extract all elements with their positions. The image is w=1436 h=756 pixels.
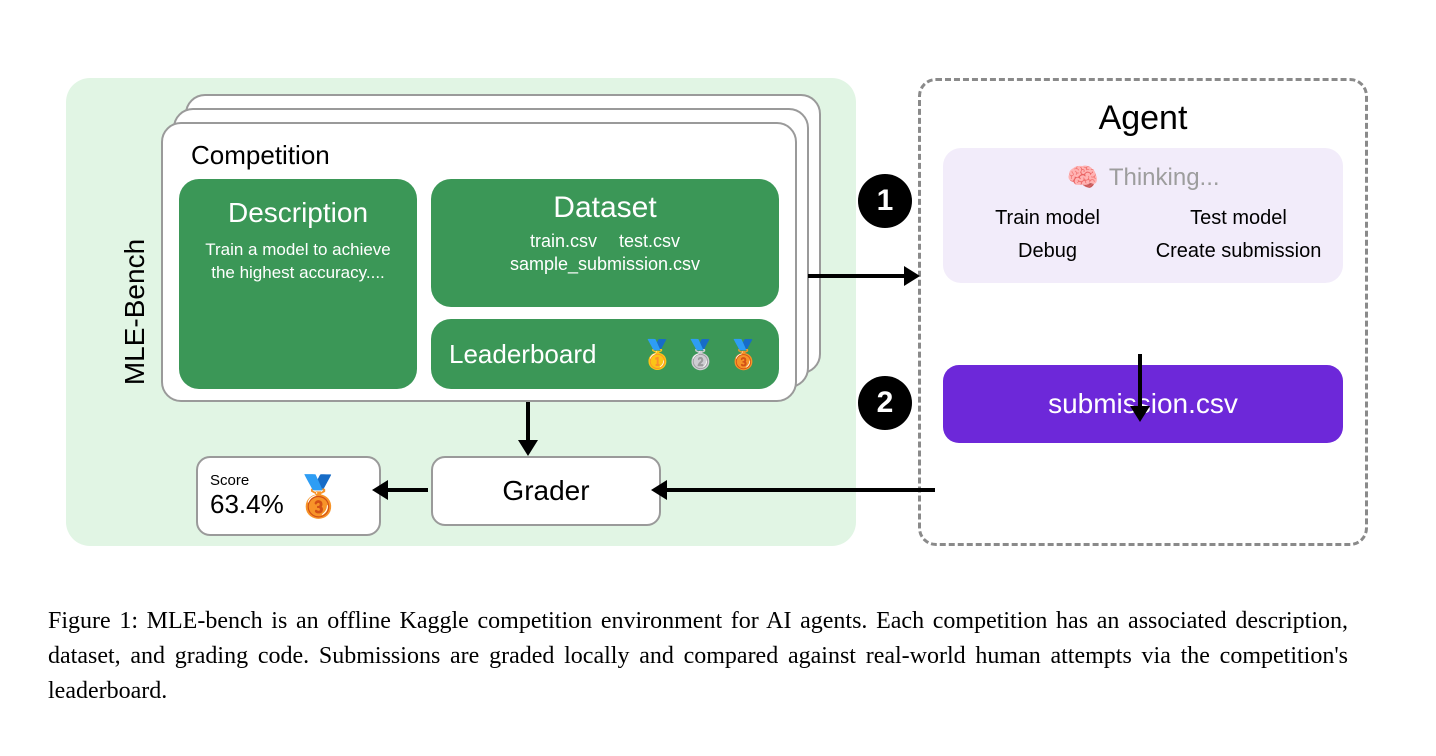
arrow-grader-to-score: [386, 488, 428, 492]
description-heading: Description: [228, 197, 368, 229]
step-2-badge: 2: [858, 376, 912, 430]
figure-caption: Figure 1: MLE-bench is an offline Kaggle…: [48, 604, 1348, 708]
description-tile: Description Train a model to achieve the…: [179, 179, 417, 389]
brain-icon: 🧠: [1066, 162, 1098, 193]
competition-right-column: Dataset train.csv test.csv sample_submis…: [431, 179, 779, 389]
diagram-container: MLE-Bench Competition Description Train …: [48, 48, 1388, 578]
step-2-number: 2: [877, 386, 894, 420]
bronze-medal-icon: 🥉: [726, 338, 761, 371]
dataset-file3: sample_submission.csv: [510, 254, 700, 275]
dataset-file2: test.csv: [619, 231, 680, 252]
arrow-competition-to-agent: [808, 274, 906, 278]
leaderboard-tile: Leaderboard 🥇 🥈 🥉: [431, 319, 779, 389]
grader-box: Grader: [431, 456, 661, 526]
gold-medal-icon: 🥇: [640, 338, 675, 371]
dataset-tile: Dataset train.csv test.csv sample_submis…: [431, 179, 779, 307]
arrow-submission-to-grader: [665, 488, 935, 492]
dataset-file1: train.csv: [530, 231, 597, 252]
competition-card-front: Competition Description Train a model to…: [161, 122, 797, 402]
submission-box: submission.csv: [943, 365, 1343, 443]
leaderboard-heading: Leaderboard: [449, 339, 596, 370]
mle-bench-panel: MLE-Bench Competition Description Train …: [66, 78, 856, 546]
thinking-card: 🧠 Thinking... Train model Test model Deb…: [943, 148, 1343, 283]
score-label: Score: [210, 472, 284, 489]
agent-task3: Debug: [961, 240, 1134, 263]
step-1-badge: 1: [858, 174, 912, 228]
agent-task2: Test model: [1152, 207, 1325, 230]
competition-row: Description Train a model to achieve the…: [179, 179, 779, 389]
description-body: Train a model to achieve the highest acc…: [195, 239, 401, 285]
mle-bench-label: MLE-Bench: [119, 239, 151, 385]
grader-label: Grader: [502, 475, 589, 507]
step-1-number: 1: [877, 184, 894, 218]
agent-task4: Create submission: [1152, 240, 1325, 263]
agent-tasks: Train model Test model Debug Create subm…: [961, 207, 1325, 263]
arrow-competition-to-grader: [526, 402, 530, 442]
competition-stack: Competition Description Train a model to…: [161, 94, 821, 402]
score-value: 63.4%: [210, 489, 284, 520]
agent-title: Agent: [943, 99, 1343, 138]
thinking-label: Thinking...: [1109, 164, 1220, 192]
dataset-files: train.csv test.csv sample_submission.csv: [447, 231, 763, 275]
score-box: Score 63.4% 🥉: [196, 456, 381, 536]
competition-title: Competition: [191, 140, 779, 171]
score-medal-icon: 🥉: [294, 473, 344, 520]
silver-medal-icon: 🥈: [683, 338, 718, 371]
agent-task1: Train model: [961, 207, 1134, 230]
agent-panel: Agent 🧠 Thinking... Train model Test mod…: [918, 78, 1368, 546]
dataset-heading: Dataset: [447, 191, 763, 225]
arrow-agent-to-submission: [1138, 354, 1142, 408]
leaderboard-medals: 🥇 🥈 🥉: [640, 338, 761, 371]
